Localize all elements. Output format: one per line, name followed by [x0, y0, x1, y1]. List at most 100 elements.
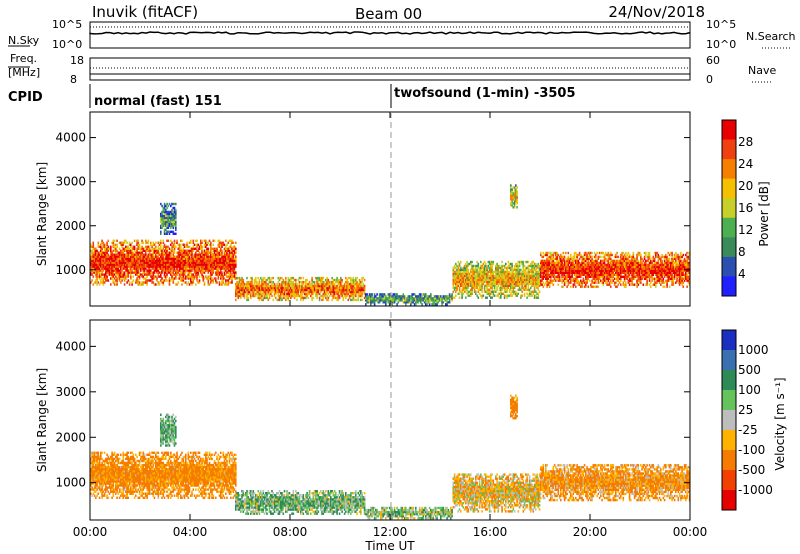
heatmap-cell-night-band — [606, 253, 608, 257]
heatmap-cell-dayside-band — [216, 251, 218, 254]
heatmap-cell-night-band — [576, 259, 578, 263]
heatmap-cell-decaying-band — [282, 278, 285, 282]
heatmap-cell-rising-band — [537, 278, 540, 282]
heatmap-cell-dayside-band — [142, 247, 145, 250]
heatmap-cell-dayside-band — [232, 271, 235, 274]
heatmap-cell-decaying-band — [300, 298, 302, 302]
heatmap-cell-rising-band — [530, 268, 532, 272]
heatmap-cell-rising-band — [471, 272, 473, 276]
heatmap-cell-decaying-band — [255, 288, 257, 292]
heatmap-cell-gap — [420, 295, 422, 298]
heatmap-cell-decaying-band — [336, 290, 338, 294]
heatmap-cell-decaying-band — [317, 276, 320, 280]
heatmap-cell-decaying-band — [336, 284, 338, 288]
heatmap-cell-dayside-band — [186, 267, 188, 270]
heatmap-cell-gap — [410, 301, 412, 304]
heatmap-cell-decaying-band — [301, 296, 303, 300]
heatmap-cell-dayside-band — [227, 241, 230, 244]
heatmap-cell-night-band — [623, 261, 626, 265]
heatmap-cell-dayside-band — [188, 249, 191, 252]
heatmap-cell-dayside-band — [210, 277, 212, 280]
heatmap-cell-dayside-band — [132, 255, 135, 258]
heatmap-cell-decaying-band — [237, 282, 240, 286]
heatmap-cell-night-band — [543, 267, 546, 270]
heatmap-cell-rising-band — [478, 286, 481, 289]
heatmap-cell-rising-band — [478, 282, 481, 285]
heatmap-cell-rising-band — [515, 270, 517, 274]
heatmap-cell-rising-band — [536, 284, 538, 287]
heatmap-cell-dayside-band — [227, 253, 230, 256]
heatmap-cell-decaying-band — [307, 292, 310, 296]
heatmap-cell-dayside-band — [100, 263, 102, 266]
heatmap-cell-night-band — [623, 277, 626, 280]
heatmap-cell-dayside-band — [206, 253, 208, 256]
heatmap-cell-dayside-band — [108, 247, 111, 250]
heatmap-cell-dayside-band — [108, 261, 111, 264]
heatmap-cell-decaying-band — [328, 288, 331, 292]
heatmap-cell-rising-band — [513, 278, 516, 282]
heatmap-cell-dayside-band — [97, 251, 100, 254]
heatmap-cell-dayside-band — [170, 279, 172, 282]
heatmap-cell-dayside-band — [141, 259, 143, 262]
heatmap-cell-dayside-band — [222, 255, 225, 258]
heatmap-cell-decaying-band — [305, 282, 307, 286]
heatmap-cell-decaying-band — [257, 290, 260, 294]
heatmap-cell-dayside-band — [218, 259, 221, 262]
heatmap-cell-rising-band — [485, 268, 487, 272]
heatmap-cell-rising-band — [526, 274, 528, 278]
heatmap-cell-rising-band — [461, 284, 463, 287]
heatmap-cell-decaying-band — [266, 282, 268, 286]
heatmap-cell-rising-band — [510, 272, 512, 276]
heatmap-cell-decaying-band — [288, 286, 291, 290]
heatmap-cell-decaying-band — [310, 290, 312, 294]
heatmap-cell-rising-band — [473, 270, 476, 274]
heatmap-cell-gap — [397, 301, 400, 304]
heatmap-cell-decaying-band — [286, 292, 288, 296]
heatmap-cell-dayside-band — [180, 265, 182, 268]
heatmap-cell-night-band — [578, 269, 581, 272]
heatmap-cell-dayside-band — [228, 249, 231, 252]
heatmap-cell-rising-band — [523, 282, 526, 285]
heatmap-cell-dayside-band — [201, 239, 203, 242]
heatmap-cell-dayside-band — [233, 271, 236, 274]
heatmap-cell-decaying-band — [270, 278, 272, 282]
heatmap-cell-decaying-band — [305, 296, 307, 300]
heatmap-cell-night-band — [610, 279, 612, 282]
heatmap-cell-rising-band — [495, 284, 497, 287]
heatmap-cell-dayside-band — [195, 271, 197, 274]
heatmap-cell-dayside-band — [155, 275, 157, 278]
heatmap-cell-rising-band — [516, 294, 518, 297]
heatmap-cell-dayside-band — [228, 259, 231, 262]
heatmap-cell-gap — [411, 295, 413, 298]
heatmap-cell-dayside-band — [188, 245, 191, 248]
heatmap-cell-dayside-band — [178, 265, 181, 268]
heatmap-cell-decaying-band — [282, 288, 285, 292]
heatmap-cell-dayside-band — [126, 259, 128, 262]
heatmap-cell-night-band — [585, 275, 587, 278]
heatmap-cell-rising-band — [467, 284, 470, 287]
heatmap-cell-night-band — [601, 273, 603, 276]
heatmap-cell-decaying-band — [257, 276, 260, 280]
heatmap-cell-dayside-band — [117, 269, 120, 272]
heatmap-cell-night-band — [552, 257, 555, 261]
heatmap-cell-gap — [403, 297, 406, 300]
heatmap-cell-decaying-band — [292, 280, 295, 284]
heatmap-cell-decaying-band — [261, 288, 263, 292]
heatmap-cell-dayside-band — [191, 273, 193, 276]
heatmap-cell-dayside-band — [220, 277, 222, 280]
heatmap-cell-rising-band — [493, 284, 496, 287]
heatmap-cell-rising-band — [486, 276, 488, 280]
heatmap-cell-rising-band — [535, 282, 537, 285]
heatmap-cell-rising-band — [467, 268, 470, 272]
heatmap-cell-decaying-band — [307, 290, 310, 294]
heatmap-cell-decaying-band — [252, 294, 255, 298]
heatmap-cell-rising-band — [532, 280, 535, 283]
heatmap-cell-dayside-band — [157, 263, 160, 266]
heatmap-cell-dayside-band — [115, 271, 117, 274]
heatmap-cell-night-band — [621, 275, 623, 278]
heatmap-cell-gap — [416, 297, 418, 300]
heatmap-cell-dayside-band — [217, 265, 220, 268]
heatmap-cell-decaying-band — [341, 284, 343, 288]
heatmap-cell-dayside-band — [160, 255, 162, 258]
heatmap-cell-night-band — [582, 265, 585, 269]
